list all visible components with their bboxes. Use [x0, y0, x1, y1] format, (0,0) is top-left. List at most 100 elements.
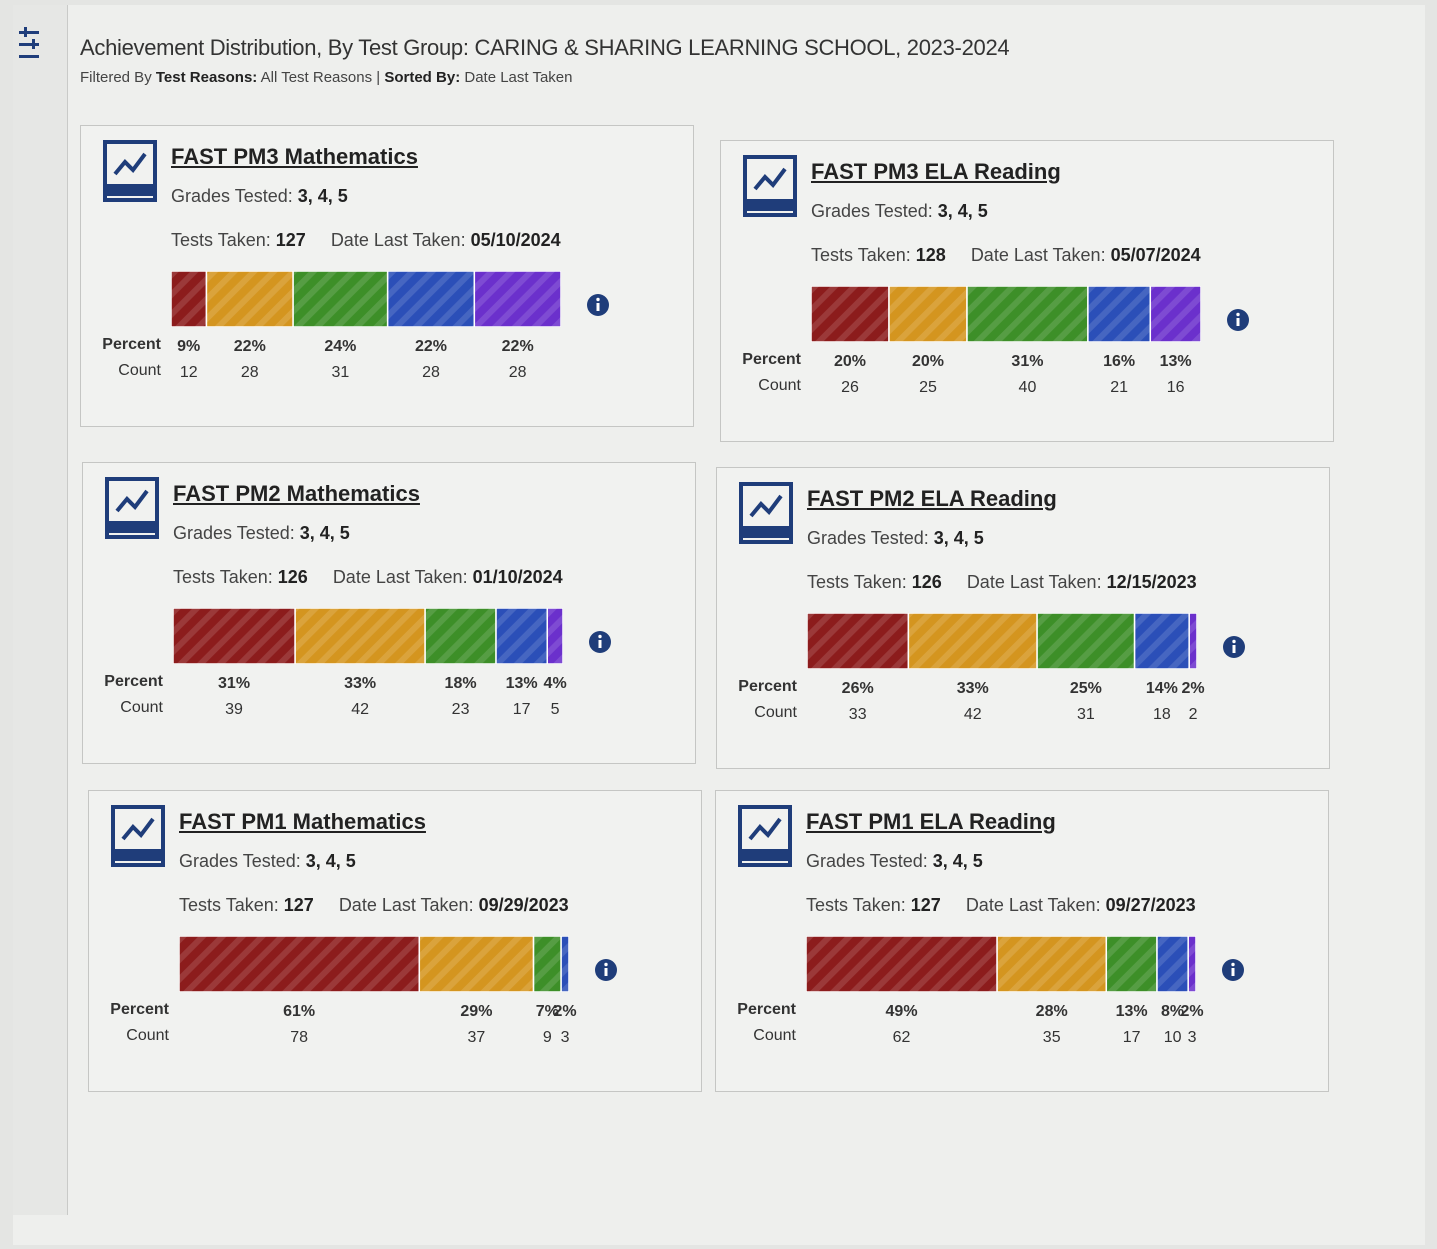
bar-segment — [889, 286, 967, 342]
tests-value: 128 — [916, 245, 946, 265]
grades-line: Grades Tested: 3, 4, 5 — [171, 186, 348, 207]
count-value: 16 — [1167, 379, 1185, 397]
icon-line — [115, 154, 145, 174]
count-value: 28 — [422, 364, 440, 382]
grades-label: Grades Tested: — [179, 851, 301, 871]
icon-base — [109, 521, 155, 533]
grades-value: 3, 4, 5 — [933, 851, 983, 871]
count-value: 39 — [225, 701, 243, 719]
distribution-bar — [811, 286, 1201, 342]
count-value: 78 — [290, 1029, 308, 1047]
bar-segment — [293, 271, 388, 327]
grades-line: Grades Tested: 3, 4, 5 — [173, 523, 350, 544]
tests-line: Tests Taken: 128 Date Last Taken: 05/07/… — [811, 245, 1201, 266]
percent-value: 4% — [544, 675, 567, 693]
count-value: 42 — [964, 706, 982, 724]
bar-segment — [534, 936, 562, 992]
count-label: Count — [721, 1027, 796, 1045]
info-dot — [604, 963, 607, 966]
percent-value: 16% — [1103, 353, 1135, 371]
report-filters: Filtered By Test Reasons: All Test Reaso… — [80, 69, 1009, 86]
count-value: 3 — [1188, 1029, 1197, 1047]
grades-value: 3, 4, 5 — [306, 851, 356, 871]
card-title[interactable]: FAST PM3 Mathematics — [171, 144, 418, 170]
report-header: Achievement Distribution, By Test Group:… — [80, 35, 1009, 86]
bar-segment — [1188, 936, 1196, 992]
info-icon[interactable] — [588, 630, 612, 654]
date-label: Date Last Taken: — [331, 230, 466, 250]
card-title[interactable]: FAST PM1 Mathematics — [179, 809, 426, 835]
percent-value: 26% — [842, 680, 874, 698]
app-window: Achievement Distribution, By Test Group:… — [13, 5, 1425, 1245]
count-value: 40 — [1019, 379, 1037, 397]
date-value: 05/07/2024 — [1111, 245, 1201, 265]
bar-segment — [419, 936, 533, 992]
report-title: Achievement Distribution, By Test Group:… — [80, 35, 1009, 61]
distribution-bar — [171, 271, 561, 327]
info-icon[interactable] — [1222, 635, 1246, 659]
count-value: 28 — [509, 364, 527, 382]
info-icon[interactable] — [594, 958, 618, 982]
card-title[interactable]: FAST PM2 ELA Reading — [807, 486, 1057, 512]
info-icon[interactable] — [1221, 958, 1245, 982]
percent-value: 31% — [1011, 353, 1043, 371]
info-bar — [1237, 318, 1240, 326]
percent-value: 18% — [445, 675, 477, 693]
tests-value: 126 — [912, 572, 942, 592]
count-label: Count — [726, 377, 801, 395]
icon-base — [743, 526, 789, 538]
count-value: 35 — [1043, 1029, 1061, 1047]
percent-value: 14% — [1146, 680, 1178, 698]
tests-line: Tests Taken: 126 Date Last Taken: 01/10/… — [173, 567, 563, 588]
bar-segment — [561, 936, 569, 992]
percent-value: 49% — [886, 1003, 918, 1021]
percent-value: 28% — [1036, 1003, 1068, 1021]
info-icon[interactable] — [1226, 308, 1250, 332]
percent-value: 2% — [1181, 1003, 1204, 1021]
count-value: 9 — [543, 1029, 552, 1047]
card-title[interactable]: FAST PM3 ELA Reading — [811, 159, 1061, 185]
date-value: 01/10/2024 — [473, 567, 563, 587]
bar-segment — [908, 613, 1037, 669]
icon-base — [115, 849, 161, 861]
card-title[interactable]: FAST PM1 ELA Reading — [806, 809, 1056, 835]
icon-base — [747, 199, 793, 211]
filter-label: Filtered By — [80, 69, 152, 86]
tests-line: Tests Taken: 127 Date Last Taken: 09/29/… — [179, 895, 569, 916]
bar-segment — [967, 286, 1088, 342]
bar-segment — [1106, 936, 1157, 992]
count-label: Count — [86, 362, 161, 380]
info-icon[interactable] — [586, 293, 610, 317]
chart-icon — [103, 140, 159, 204]
distribution-bar — [807, 613, 1197, 669]
percent-value: 2% — [1182, 680, 1205, 698]
tests-value: 127 — [276, 230, 306, 250]
bar-segment — [206, 271, 293, 327]
tests-value: 126 — [278, 567, 308, 587]
count-value: 28 — [241, 364, 259, 382]
card-title[interactable]: FAST PM2 Mathematics — [173, 481, 420, 507]
bar-segment — [1088, 286, 1150, 342]
info-bar — [597, 303, 600, 311]
percent-label: Percent — [721, 1001, 796, 1019]
bar-segment — [1150, 286, 1201, 342]
sort-key: Sorted By: — [384, 69, 460, 86]
percent-value: 24% — [324, 338, 356, 356]
percent-label: Percent — [88, 673, 163, 691]
sidebar — [13, 5, 68, 1215]
chart-icon — [111, 805, 167, 869]
count-value: 25 — [919, 379, 937, 397]
tests-value: 127 — [911, 895, 941, 915]
filter-key: Test Reasons: — [156, 69, 257, 86]
tests-value: 127 — [284, 895, 314, 915]
filter-icon[interactable] — [15, 27, 45, 67]
icon-line — [117, 491, 147, 511]
bar-segment — [997, 936, 1106, 992]
icon-base — [107, 184, 153, 196]
test-card: FAST PM1 Mathematics Grades Tested: 3, 4,… — [88, 790, 702, 1092]
percent-value: 61% — [283, 1003, 315, 1021]
bar-segment — [1189, 613, 1197, 669]
percent-label: Percent — [86, 336, 161, 354]
icon-base — [742, 849, 788, 861]
count-value: 3 — [561, 1029, 570, 1047]
